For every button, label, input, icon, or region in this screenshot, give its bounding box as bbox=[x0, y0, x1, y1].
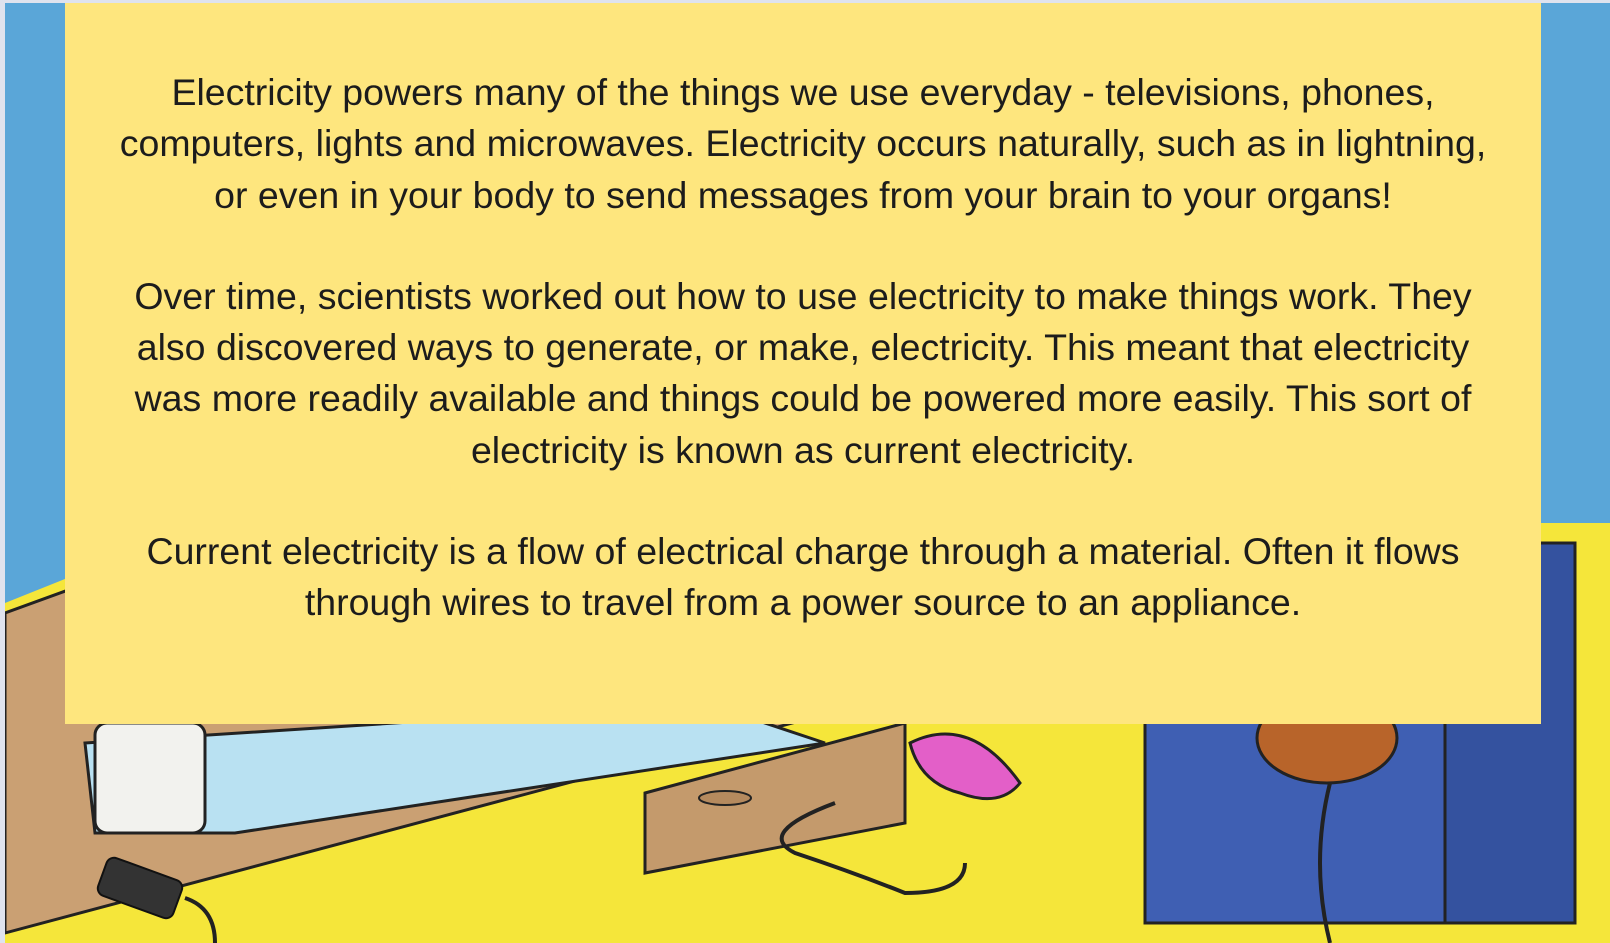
slide: Electricity powers many of the things we… bbox=[5, 3, 1610, 943]
text-panel: Electricity powers many of the things we… bbox=[65, 3, 1541, 724]
paragraph: Current electricity is a flow of electri… bbox=[115, 526, 1491, 629]
paragraph: Electricity powers many of the things we… bbox=[115, 67, 1491, 221]
paragraph: Over time, scientists worked out how to … bbox=[115, 271, 1491, 476]
